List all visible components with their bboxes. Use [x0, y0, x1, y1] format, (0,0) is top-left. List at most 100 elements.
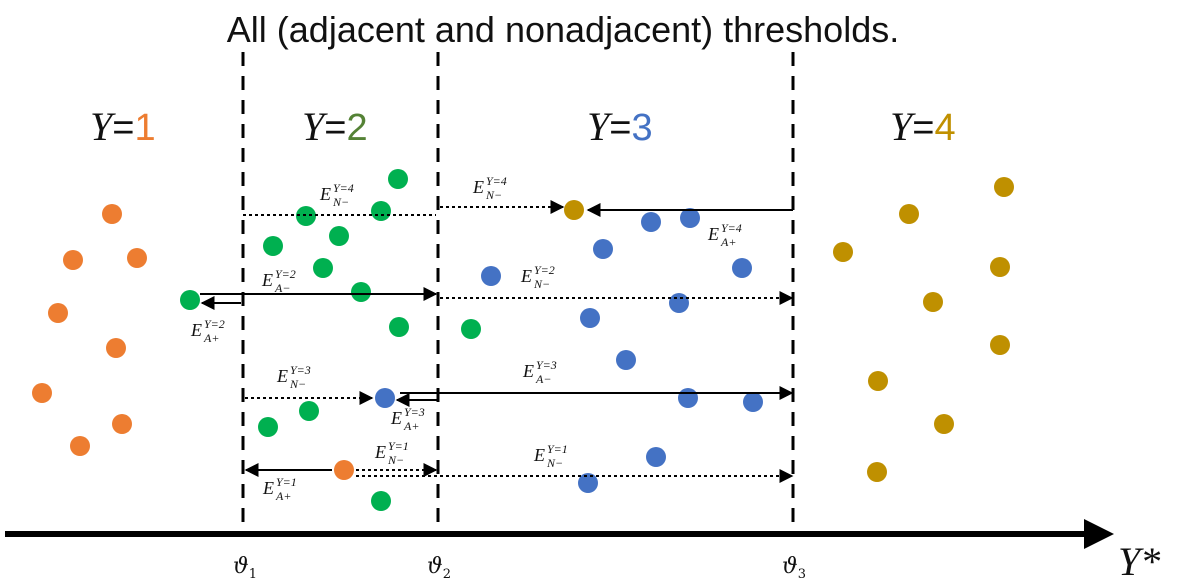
label-subscript: N− — [546, 456, 563, 470]
dot — [371, 201, 391, 221]
label-e-a-y3-plus: E Y=3A+ — [390, 405, 425, 433]
class-letter: Y — [890, 104, 916, 149]
label-subscript: N− — [387, 453, 404, 467]
dot — [351, 282, 371, 302]
dot — [923, 292, 943, 312]
theta-subscript: 1 — [249, 567, 257, 582]
dot — [299, 401, 319, 421]
dot — [641, 212, 661, 232]
theta-subscript: 3 — [798, 567, 806, 582]
theta-symbol: ϑ — [427, 554, 443, 579]
dot — [32, 383, 52, 403]
label-superscript: Y=1 — [276, 475, 297, 489]
dot — [112, 414, 132, 434]
label-e-n-y1-mid: E Y=1N− — [374, 439, 409, 467]
dot — [990, 257, 1010, 277]
class-letter: Y — [302, 104, 328, 149]
dot — [461, 319, 481, 339]
label-e-symbol: E — [522, 361, 534, 381]
class-eq: = — [324, 107, 346, 149]
dot — [680, 208, 700, 228]
label-e-a-y3-minus: E Y=3A− — [522, 358, 557, 386]
class-label-4: Y=4 — [890, 104, 956, 149]
class-num: 4 — [934, 107, 955, 149]
class-1-dots — [32, 204, 354, 480]
label-e-symbol: E — [319, 184, 331, 204]
dot — [899, 204, 919, 224]
label-e-n-y4-right: E Y=4N− — [472, 174, 507, 202]
label-subscript: N− — [289, 377, 306, 391]
label-subscript: A+ — [403, 419, 419, 433]
dot — [732, 258, 752, 278]
label-e-symbol: E — [262, 478, 274, 498]
label-e-n-y3: E Y=3N− — [276, 363, 311, 391]
label-e-a-y2-plus: E Y=2A+ — [190, 317, 225, 345]
label-e-n-y2: E Y=2N− — [520, 263, 555, 291]
dot — [63, 250, 83, 270]
label-superscript: Y=4 — [721, 221, 742, 235]
dot — [994, 177, 1014, 197]
label-superscript: Y=3 — [290, 363, 311, 377]
dot — [313, 258, 333, 278]
axis-label: Y* — [1118, 539, 1160, 584]
class-4-dots — [564, 177, 1014, 482]
label-subscript: A+ — [203, 331, 219, 345]
dot — [48, 303, 68, 323]
dot — [481, 266, 501, 286]
dot — [646, 447, 666, 467]
label-e-symbol: E — [261, 270, 273, 290]
dot — [669, 293, 689, 313]
theta-subscript: 2 — [443, 567, 451, 582]
label-e-symbol: E — [374, 442, 386, 462]
dot — [990, 335, 1010, 355]
dot — [743, 392, 763, 412]
class-eq: = — [609, 107, 631, 149]
label-e-a-y4-plus: E Y=4A+ — [707, 221, 742, 249]
class-letter: Y — [587, 104, 613, 149]
dot — [578, 473, 598, 493]
label-subscript: A+ — [720, 235, 736, 249]
diagram-title: All (adjacent and nonadjacent) threshold… — [227, 9, 899, 50]
dot — [258, 417, 278, 437]
label-superscript: Y=4 — [333, 181, 354, 195]
class-num: 3 — [631, 107, 652, 149]
threshold-label-3: ϑ3 — [782, 554, 806, 582]
dot — [388, 169, 408, 189]
label-subscript: N− — [533, 277, 550, 291]
dot — [180, 290, 200, 310]
dot — [934, 414, 954, 434]
dot — [580, 308, 600, 328]
dot — [102, 204, 122, 224]
label-superscript: Y=2 — [534, 263, 555, 277]
label-superscript: Y=1 — [547, 442, 568, 456]
class-num: 1 — [134, 107, 155, 149]
class-eq: = — [112, 107, 134, 149]
label-superscript: Y=2 — [204, 317, 225, 331]
class-letter: Y — [90, 104, 116, 149]
dot — [70, 436, 90, 456]
class-num: 2 — [346, 107, 367, 149]
class-label-2: Y=2 — [302, 104, 368, 149]
threshold-label-2: ϑ2 — [427, 554, 451, 582]
theta-symbol: ϑ — [782, 554, 798, 579]
dot — [375, 388, 395, 408]
dot — [127, 248, 147, 268]
label-e-n-y4-left: E Y=4N− — [319, 181, 354, 209]
class-3-dots — [375, 208, 763, 493]
class-eq: = — [912, 107, 934, 149]
dot — [564, 200, 584, 220]
label-subscript: A+ — [275, 489, 291, 503]
label-e-symbol: E — [390, 408, 402, 428]
label-e-symbol: E — [276, 366, 288, 386]
label-superscript: Y=3 — [404, 405, 425, 419]
dot — [389, 317, 409, 337]
label-e-n-y1-right: E Y=1N− — [533, 442, 568, 470]
dot — [329, 226, 349, 246]
dot — [678, 388, 698, 408]
label-e-symbol: E — [520, 266, 532, 286]
label-e-symbol: E — [533, 445, 545, 465]
label-subscript: A− — [535, 372, 551, 386]
threshold-label-1: ϑ1 — [233, 554, 257, 582]
